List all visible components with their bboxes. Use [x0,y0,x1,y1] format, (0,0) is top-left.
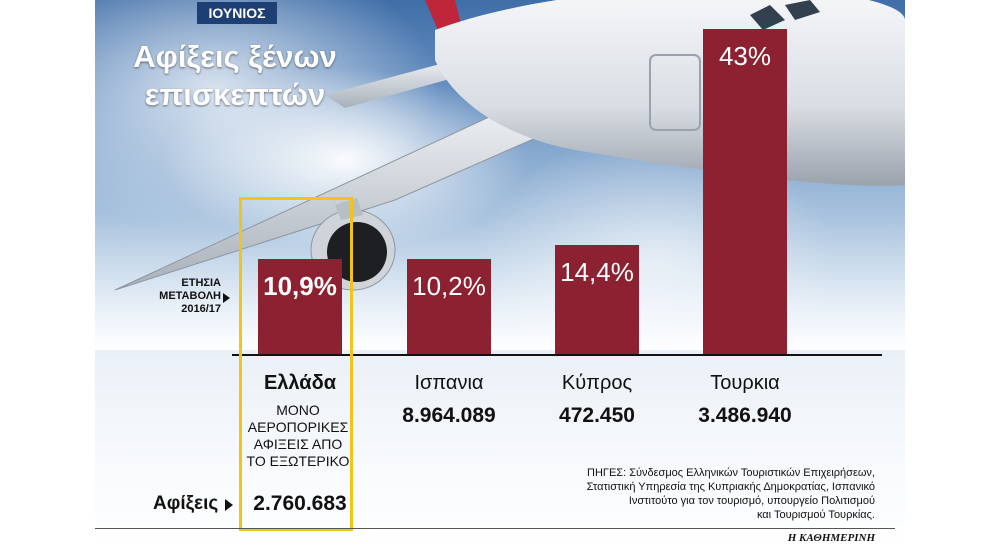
arrivals-arrow-icon [225,499,233,511]
change-label-line: 2016/17 [181,303,221,315]
cockpit-window-shape [785,0,820,20]
sources-line: ΠΗΓΕΣ: Σύνδεσμος Ελληνικών Τουριστικών Ε… [587,467,875,479]
sources-note: ΠΗΓΕΣ: Σύνδεσμος Ελληνικών Τουριστικών Ε… [525,466,875,522]
cockpit-window-shape [750,5,785,30]
note-line: ΜΟΝΟ [276,402,320,418]
title-line-1: Αφίξεις ξένων [133,39,337,74]
pylon-shape [335,198,363,220]
bar: 43% [703,29,787,354]
bottom-rule [95,528,895,529]
sources-line: Ινστιτούτο για τον τουρισμό, υπουργείο Π… [628,495,875,507]
category-label: Κύπρος [561,372,633,394]
greece-note: ΜΟΝΟ ΑΕΡΟΠΟΡΙΚΕΣ ΑΦΙΞΕΙΣ ΑΠΟ ΤΟ ΕΞΩΤΕΡΙΚ… [245,402,351,470]
engine-intake-shape [327,222,387,282]
infographic: ΙΟΥΝΙΟΣ Αφίξεις ξένων επισκεπτών ΕΤΗΣΙΑ … [95,0,905,550]
note-line: ΑΕΡΟΠΟΡΙΚΕΣ [247,419,349,435]
month-badge: ΙΟΥΝΙΟΣ [197,2,277,24]
arrivals-value: 8.964.089 [402,404,496,427]
arrivals-value: 3.486.940 [698,404,792,427]
annual-change-label: ΕΤΗΣΙΑ ΜΕΤΑΒΟΛΗ 2016/17 [123,277,221,316]
bar: 10,2% [407,259,491,354]
sources-line: και Τουρισμού Τουρκίας. [756,509,875,521]
fuselage-shape [435,0,905,186]
arrivals-label: Αφίξεις [153,493,219,514]
sources-line: Στατιστική Υπηρεσία της Κυπριακής Δημοκρ… [586,481,875,493]
arrivals-value: 2.760.683 [253,492,347,515]
bar-value-label: 10,9% [263,271,337,301]
bar-value-label: 14,4% [560,257,634,288]
category-label: Τουρκια [710,372,780,394]
category-label: Ισπανια [414,372,484,394]
door-shape [649,54,701,131]
chart-baseline [232,354,882,356]
bar: 14,4% [555,245,639,354]
note-line: ΑΦΙΞΕΙΣ ΑΠΟ [253,436,343,452]
change-label-line: ΕΤΗΣΙΑ [181,277,221,289]
bar: 10,9% [258,259,342,354]
chart-title: Αφίξεις ξένων επισκεπτών [115,38,355,114]
greece-highlight-frame [239,197,353,531]
category-label: Ελλάδα [263,372,337,394]
tailplane-shape [325,60,475,108]
publisher-name: Η ΚΑΘΗΜΕΡΙΝΗ [787,532,875,544]
lower-background [95,350,905,550]
bar-value-label: 43% [718,41,772,71]
title-line-2: επισκεπτών [144,77,326,112]
bar-value-label: 10,2% [412,271,486,301]
note-line: ΤΟ ΕΞΩΤΕΡΙΚΟ [246,453,350,469]
change-arrow-icon [223,293,230,303]
change-label-line: ΜΕΤΑΒΟΛΗ [159,290,221,302]
arrivals-value: 472.450 [559,404,635,427]
